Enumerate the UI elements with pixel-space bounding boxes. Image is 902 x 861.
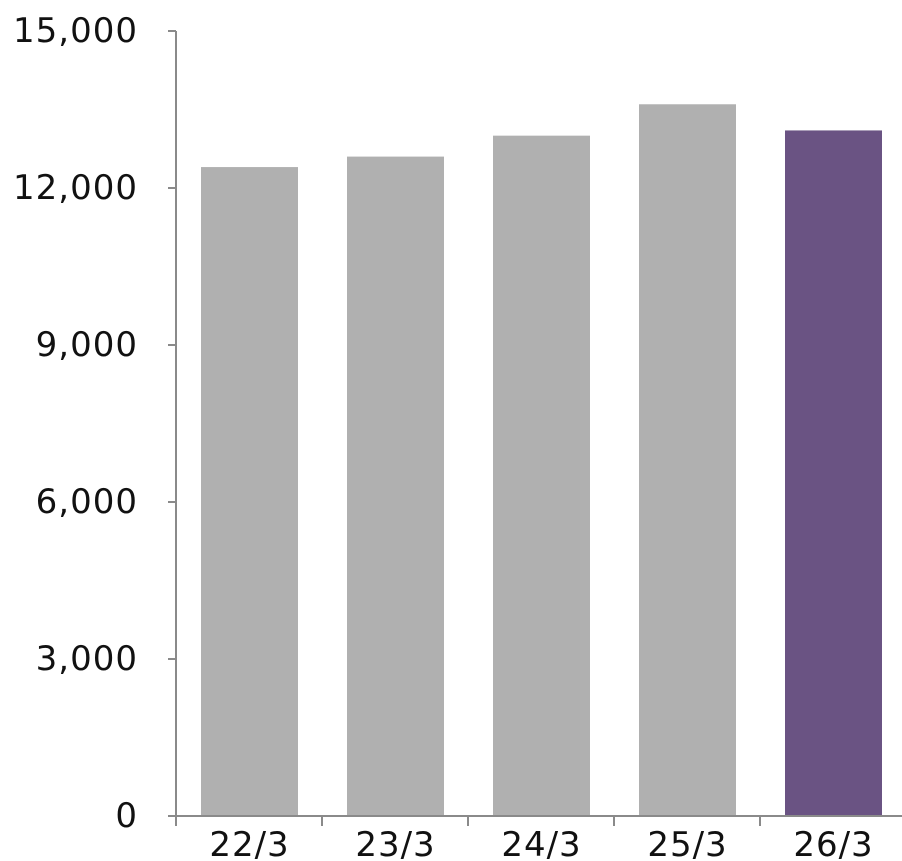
y-tick-label: 12,000: [13, 168, 138, 208]
x-tick-label: 24/3: [501, 825, 581, 861]
bar-24-3: [493, 135, 590, 816]
bars-group: [201, 104, 882, 817]
x-tick-label: 25/3: [647, 825, 727, 861]
bar-23-3: [347, 156, 444, 817]
bar-22-3: [201, 167, 298, 817]
bar-26-3: [785, 130, 882, 816]
x-tick-label: 22/3: [209, 825, 289, 861]
y-tick-label: 15,000: [13, 11, 138, 51]
y-tick-label: 0: [115, 796, 138, 836]
bar-25-3: [639, 104, 736, 817]
y-tick-label: 3,000: [36, 639, 138, 679]
axes-group: [175, 31, 902, 817]
y-tick-label: 6,000: [36, 482, 138, 522]
x-ticks-group: 22/3 23/3 24/3 25/3 26/3: [175, 816, 873, 861]
y-tick-label: 9,000: [36, 325, 138, 365]
y-ticks-group: 0 3,000 6,000 9,000 12,000 15,000: [13, 11, 176, 836]
x-tick-label: 23/3: [355, 825, 435, 861]
x-tick-label: 26/3: [793, 825, 873, 861]
